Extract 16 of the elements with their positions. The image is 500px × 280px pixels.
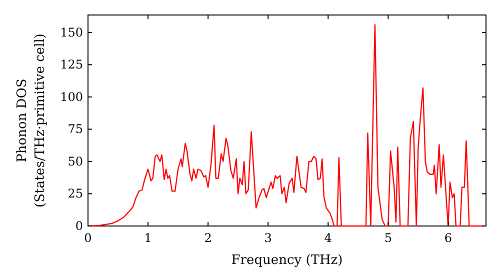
y-tick-label: 25: [68, 186, 83, 201]
x-tick-label: 0: [84, 231, 92, 245]
y-tick-label: 100: [60, 90, 83, 104]
y-axis-title: Phonon DOS (States/THz·primitive cell): [15, 33, 48, 208]
x-tick-label: 5: [384, 231, 392, 245]
x-tick-label: 3: [264, 231, 272, 245]
x-tick-label: 4: [324, 231, 332, 245]
x-tick-label: 1: [144, 231, 152, 245]
x-axis-title: Frequency (THz): [231, 253, 343, 268]
x-tick-label: 6: [444, 231, 452, 245]
x-tick-label: 2: [204, 231, 212, 245]
y-tick-label: 0: [75, 219, 83, 233]
y-tick-label: 50: [68, 154, 83, 168]
y-tick-label: 150: [60, 25, 83, 40]
y-tick-label: 125: [60, 58, 83, 72]
y-tick-label: 75: [68, 122, 83, 136]
